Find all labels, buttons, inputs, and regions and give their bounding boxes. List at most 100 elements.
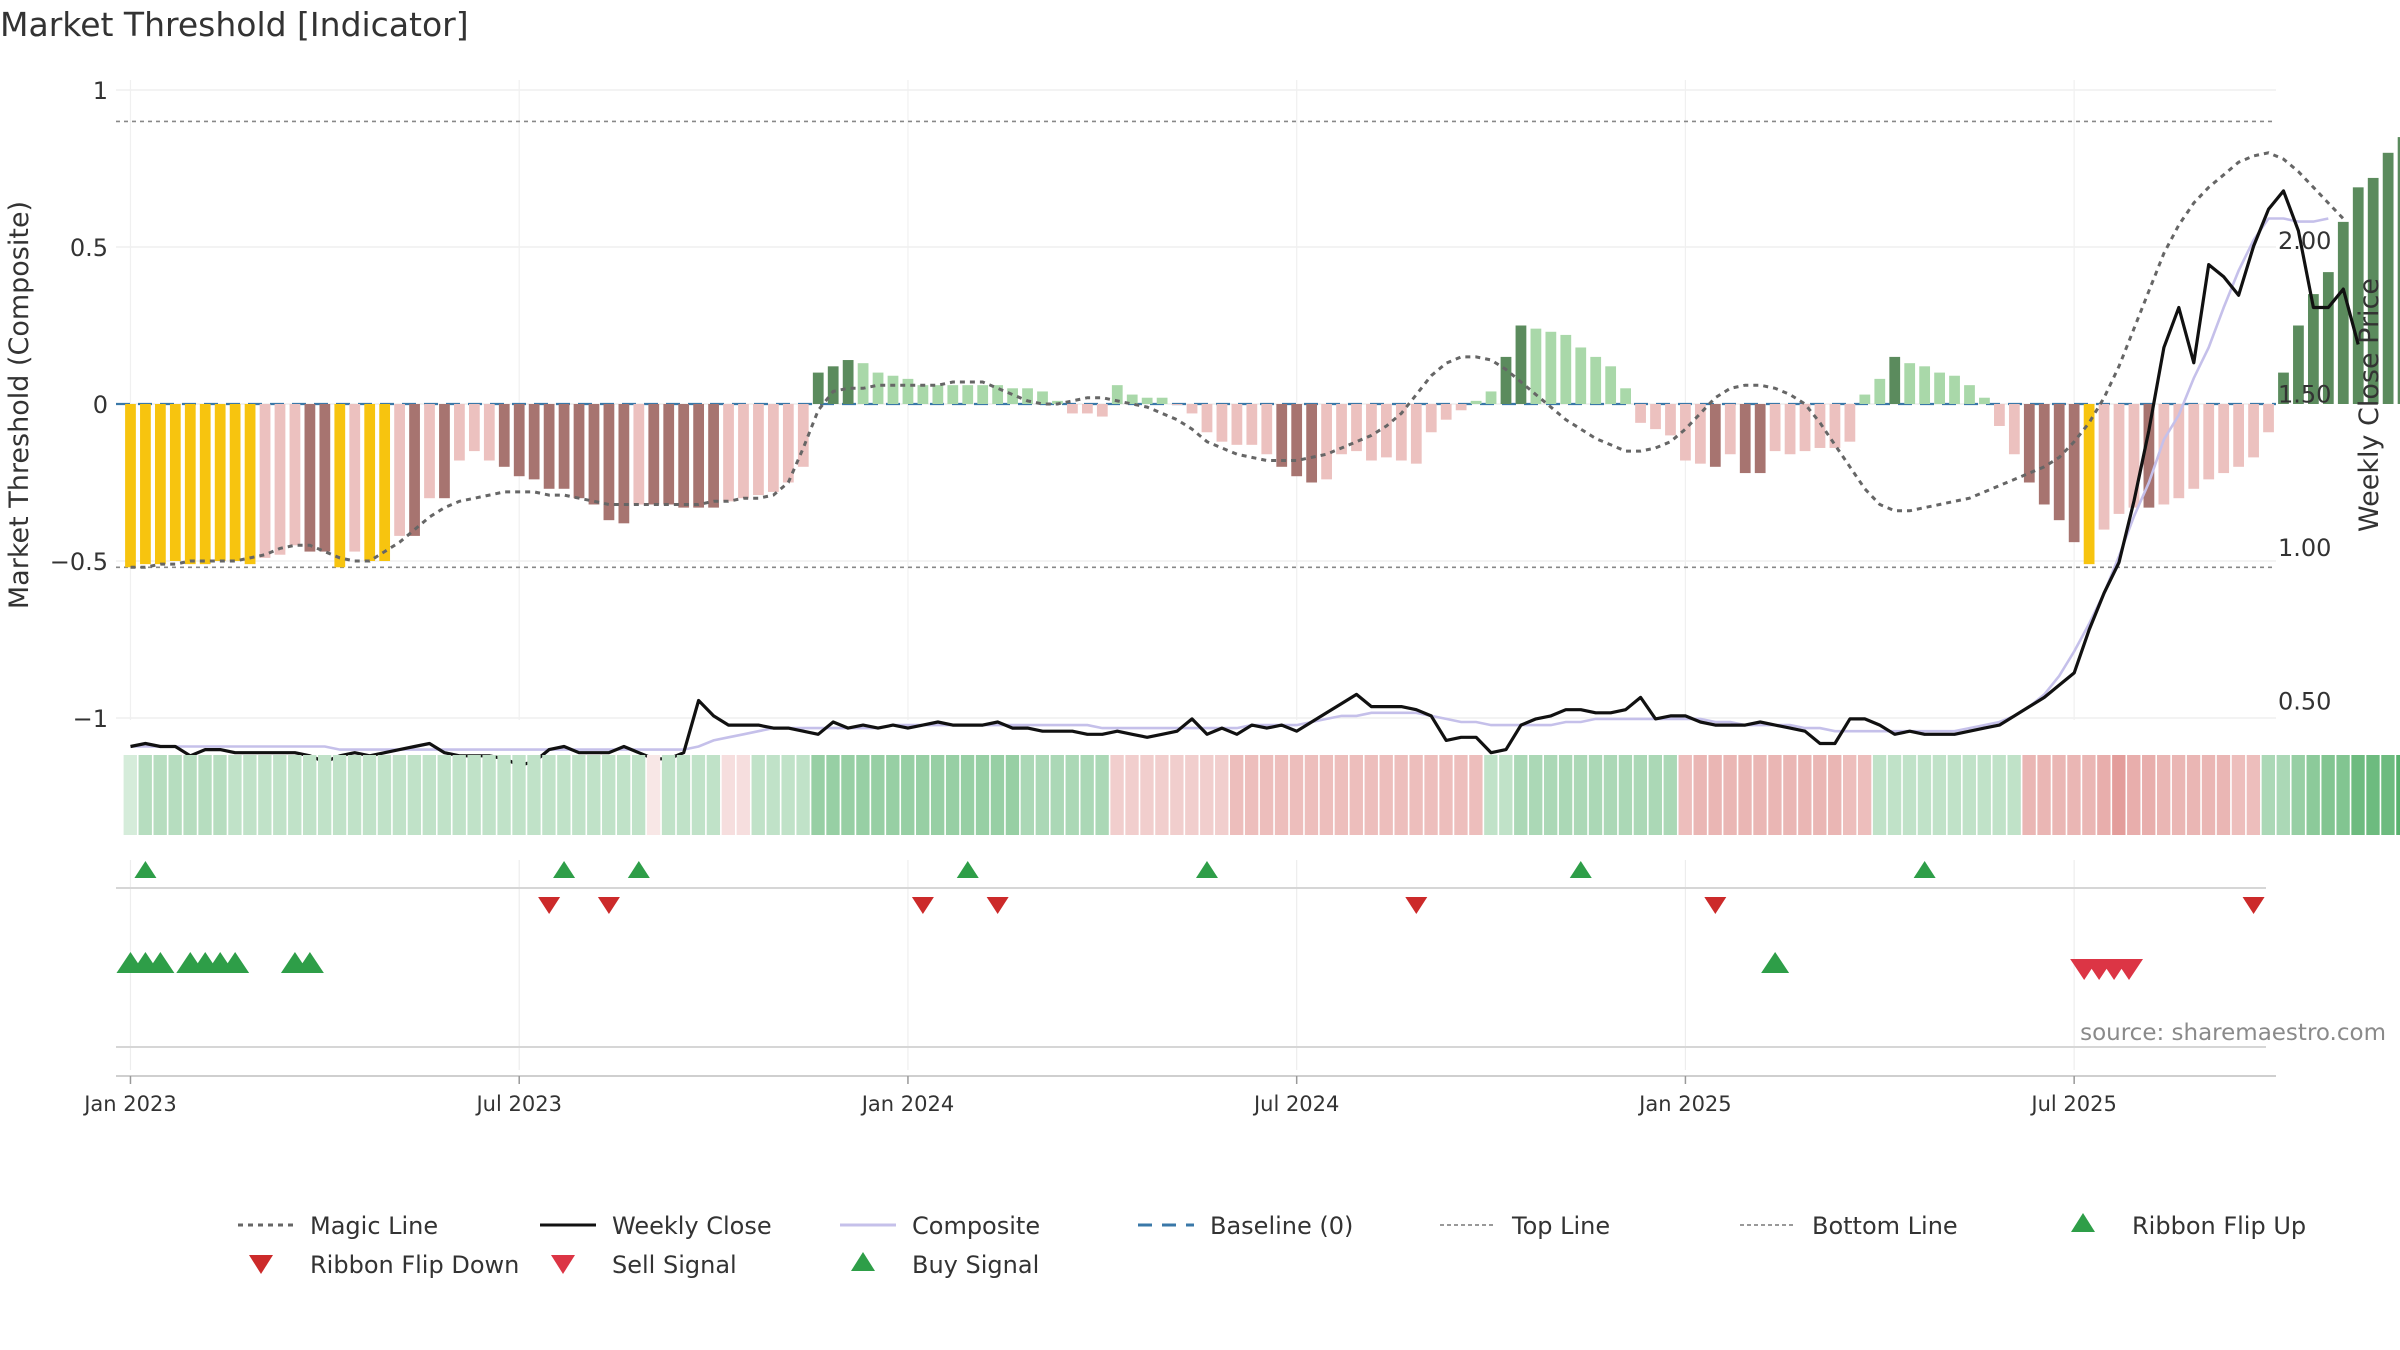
ribbon-flip-up-marker <box>134 861 157 878</box>
ribbon-cell <box>1543 755 1558 835</box>
ribbon-flip-up-marker <box>1913 861 1936 878</box>
composite-bar <box>2053 404 2065 521</box>
composite-bar <box>2068 404 2080 543</box>
composite-bar <box>1784 404 1796 455</box>
composite-bar <box>2382 152 2394 404</box>
ribbon-cell <box>2127 755 2141 835</box>
composite-bar <box>394 404 405 536</box>
legend-label: Composite <box>912 1212 1040 1240</box>
ribbon-cell <box>631 755 646 835</box>
composite-bar <box>768 404 779 492</box>
ribbon-cell <box>1439 755 1453 835</box>
ribbon-cell <box>1843 755 1857 835</box>
composite-bar <box>154 404 166 565</box>
ribbon-cell <box>2291 755 2305 835</box>
composite-bar <box>962 385 974 404</box>
composite-bar <box>1859 394 1871 404</box>
ribbon-cell <box>1529 755 1543 835</box>
composite-bar <box>827 366 839 404</box>
legend-swatch <box>851 1252 875 1271</box>
composite-bar <box>125 404 136 568</box>
signal-panel <box>116 952 2266 1048</box>
composite-bar <box>1799 404 1811 452</box>
ribbon-cell <box>1947 755 1962 835</box>
composite-bar <box>1620 388 1631 404</box>
composite-bar <box>1934 372 1945 404</box>
ribbon-cell <box>1080 755 1094 835</box>
ribbon-cell <box>1454 755 1468 835</box>
composite-bar <box>708 404 719 508</box>
ribbon-cell <box>1887 755 1902 835</box>
ribbon-cell <box>975 755 990 835</box>
ribbon-cell <box>1095 755 1109 835</box>
ribbon-cell <box>1499 755 1513 835</box>
x-tick-label: Jul 2025 <box>2029 1092 2116 1116</box>
ribbon-cell <box>1603 755 1618 835</box>
composite-bar <box>1231 404 1243 445</box>
composite-bar <box>2337 221 2349 404</box>
ribbon-cell <box>766 755 780 835</box>
x-tick-label: Jan 2023 <box>82 1092 177 1116</box>
ribbon-cell <box>288 755 302 835</box>
buy-signal-marker <box>221 952 250 973</box>
legend-item: Weekly Close <box>540 1212 772 1240</box>
composite-bar <box>334 404 346 568</box>
composite-bar <box>693 404 705 508</box>
ribbon-cell <box>1065 755 1079 835</box>
ribbon-cell <box>1035 755 1049 835</box>
composite-bar <box>2307 294 2319 404</box>
ribbon-cell <box>1588 755 1603 835</box>
ribbon-cell <box>1902 755 1917 835</box>
composite-bar <box>558 404 570 489</box>
ribbon-cell <box>1678 755 1692 835</box>
ribbon-cell <box>1110 755 1124 835</box>
composite-bar <box>1560 334 1572 404</box>
composite-bar <box>1216 404 1228 442</box>
composite-bar <box>932 385 944 404</box>
composite-bar <box>1395 404 1407 461</box>
y-tick-label-left: 0.5 <box>70 234 108 262</box>
composite-bars <box>125 137 2400 568</box>
legend-label: Magic Line <box>310 1212 438 1240</box>
ribbon-cell <box>2366 755 2380 835</box>
x-tick-label: Jul 2023 <box>474 1092 561 1116</box>
composite-bar <box>1515 325 1527 404</box>
ribbon-cell <box>602 755 616 835</box>
composite-bar <box>1694 404 1706 464</box>
composite-bar <box>1919 366 1931 404</box>
buy-signal-marker <box>295 952 324 973</box>
ribbon-cell <box>1857 755 1872 835</box>
ribbon-cell <box>2276 755 2290 835</box>
chart-title: Market Threshold [Indicator] <box>0 5 469 44</box>
ribbon-cell <box>1274 755 1289 835</box>
composite-bar <box>2128 404 2140 508</box>
ribbon-cell <box>1798 755 1812 835</box>
ribbon-cell <box>781 755 795 835</box>
composite-bar <box>1007 388 1018 404</box>
ribbon-cell <box>676 755 691 835</box>
ribbon-cell <box>1753 755 1767 835</box>
ribbon-flip-up-marker <box>956 861 979 878</box>
composite-bar <box>1201 404 1213 433</box>
ribbon-cell <box>1618 755 1633 835</box>
composite-bar <box>1889 356 1901 404</box>
composite-bar <box>1829 404 1841 448</box>
composite-bar <box>1440 404 1452 420</box>
composite-bar <box>289 404 301 546</box>
composite-bar <box>304 404 316 552</box>
ribbon-cell <box>213 755 227 835</box>
composite-bar <box>2098 404 2110 530</box>
ribbon-cell <box>452 755 466 835</box>
composite-bar <box>1336 404 1347 455</box>
composite-bar <box>1605 366 1617 404</box>
composite-bar <box>1769 404 1781 452</box>
ribbon-cell <box>856 755 870 835</box>
composite-bar <box>812 372 824 404</box>
composite-bar <box>364 404 376 561</box>
composite-bar <box>842 360 854 404</box>
ribbon-cell <box>826 755 840 835</box>
ribbon-cell <box>1514 755 1528 835</box>
composite-bar <box>1381 404 1392 458</box>
composite-bar <box>1037 391 1048 404</box>
ribbon-cell <box>377 755 392 835</box>
